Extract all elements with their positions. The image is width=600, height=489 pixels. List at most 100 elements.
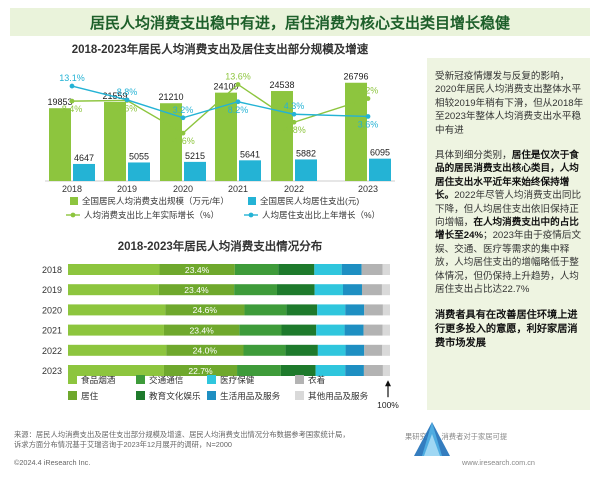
legend-swatch-0 (68, 375, 77, 384)
side-text: ；2023年由于疫情后文娱、交通、医疗等需求的集中释放，人均居住支出的增幅略低于… (435, 230, 582, 296)
footer-source-fragment: 果研究院，消费者对于家居可提 (405, 432, 508, 441)
bar-housing (369, 158, 391, 181)
point-consumption-growth (180, 130, 186, 136)
segment-0 (68, 344, 167, 356)
legend-swatch-housing (248, 197, 256, 205)
segment-3 (285, 344, 318, 356)
growth-label-consumption: 9.2% (358, 86, 379, 96)
legend-swatch-4 (207, 375, 216, 384)
point-consumption-growth (235, 82, 241, 87)
growth-label-consumption: 8.4% (62, 104, 83, 114)
point-housing-growth (69, 83, 75, 89)
segment-0 (68, 304, 166, 316)
segment-6 (364, 304, 383, 316)
segment-housing-label: 24.0% (193, 346, 218, 356)
legend-swatch-6 (295, 375, 304, 384)
bar-housing (184, 161, 206, 181)
chart1-title: 2018-2023年居民人均消费支出及居住支出部分规模及增速 (71, 44, 369, 56)
legend-label-4: 医疗保健 (220, 374, 255, 385)
y-tick-label: 2019 (42, 285, 62, 295)
segment-4 (316, 324, 345, 336)
footer-source-line2: 诉求方面分布情况基于艾瑞咨询于2023年12月展开的调研，N=2000 (14, 439, 232, 449)
legend-label-consumption: 全国居民人均消费支出规模（万元/年） (82, 196, 229, 206)
chart2-title: 2018-2023年居民人均消费支出情况分布 (117, 241, 323, 253)
growth-label-housing: 4.3% (284, 101, 305, 111)
legend-label-3: 教育文化娱乐 (149, 390, 201, 401)
point-consumption-growth (365, 96, 371, 101)
point-housing-growth (235, 99, 241, 105)
segment-7 (382, 365, 390, 376)
segment-1 (159, 264, 235, 275)
end-marker-arrowhead (385, 380, 391, 387)
legend-label-2: 交通通信 (149, 374, 184, 385)
footer-source: 来源：居民人均消费支出及居住支出部分规模及增速、居民人均消费支出情况分布数据参考… (14, 430, 434, 449)
x-tick-label: 2022 (284, 184, 304, 194)
legend-swatch-1 (68, 391, 77, 400)
bar-consumption-label: 24100 (213, 82, 238, 92)
side-highlight: 在人均消费支出中的占比增长至24% (435, 217, 579, 242)
segment-housing-label: 24.6% (193, 305, 218, 315)
side-panel: 受新冠疫情爆发与反复的影响，2020年居民人均消费支出整体水平相较2019年稍有… (427, 58, 590, 410)
y-tick-label: 2021 (42, 326, 62, 336)
segment-0 (68, 284, 159, 296)
bar-housing (73, 163, 95, 181)
growth-label-consumption: -1.6% (171, 136, 195, 146)
segment-7 (382, 344, 390, 356)
segment-1 (165, 304, 245, 316)
point-housing-growth (124, 97, 130, 103)
side-paragraph-1: 受新冠疫情爆发与反复的影响，2020年居民人均消费支出整体水平相较2019年稍有… (435, 71, 584, 136)
side-text: 具体到细分类别， (435, 150, 512, 162)
legend-label-consumption-growth: 人均消费支出比上年实际增长（%） (84, 210, 219, 220)
legend-swatch-7 (295, 391, 304, 400)
bar-housing-label: 5215 (185, 151, 205, 161)
bar-housing (239, 160, 261, 181)
growth-label-housing: 13.1% (59, 73, 85, 83)
segment-0 (68, 264, 160, 275)
y-tick-label: 2022 (42, 346, 62, 356)
segment-0 (68, 365, 164, 376)
legend-swatch-5 (207, 391, 216, 400)
x-tick-label: 2019 (117, 184, 137, 194)
segment-housing-label: 23.4% (184, 285, 209, 295)
segment-6 (364, 344, 383, 356)
bar-consumption (104, 101, 126, 181)
iresearch-logo-icon (414, 422, 450, 456)
segment-7 (382, 264, 390, 275)
segment-4 (314, 264, 342, 275)
segment-1 (163, 365, 238, 376)
segment-6 (363, 365, 383, 376)
segment-3 (276, 284, 315, 296)
legend-marker-consumption (70, 212, 76, 218)
end-marker-label: 100% (377, 400, 399, 410)
y-tick-label: 2018 (42, 265, 62, 275)
segment-housing-label: 23.4% (185, 265, 210, 275)
legend-label-1: 居住 (81, 390, 99, 401)
bar-housing-label: 6095 (370, 148, 390, 158)
segment-5 (341, 264, 362, 275)
legend-swatch-3 (136, 391, 145, 400)
segment-4 (315, 365, 346, 376)
legend-label-5: 生活用品及服务 (220, 390, 281, 401)
segment-2 (234, 284, 277, 296)
segment-2 (239, 324, 282, 336)
chart1: 19853 4647 2018 21559 5055 2019 21210 5215 2020 2… (45, 71, 395, 220)
segment-3 (278, 264, 315, 275)
segment-3 (281, 324, 317, 336)
growth-label-housing: 8.8% (117, 87, 138, 97)
segment-4 (314, 284, 343, 296)
chart2: 2018 23.4% 2019 23.4% 2020 24.6% 2021 23.4% 2022… (42, 264, 399, 410)
growth-label-consumption: -1.8% (282, 125, 306, 135)
bar-consumption (271, 91, 293, 181)
growth-label-consumption: 13.6% (225, 71, 251, 81)
segment-2 (237, 365, 281, 376)
segment-5 (345, 365, 364, 376)
segment-6 (361, 284, 382, 296)
segment-1 (166, 344, 244, 356)
title-bar: 居民人均消费支出稳中有进，居住消费为核心支出类目增长稳健 (10, 8, 590, 36)
segment-2 (234, 264, 279, 275)
side-text: 2022年尽管人均消费支出同比下降，但人均居住支出依旧保持正向增幅， (435, 190, 582, 229)
segment-4 (317, 304, 346, 316)
growth-label-housing: 3.6% (358, 119, 379, 129)
line-housing-growth (71, 85, 369, 119)
x-tick-label: 2020 (173, 184, 193, 194)
